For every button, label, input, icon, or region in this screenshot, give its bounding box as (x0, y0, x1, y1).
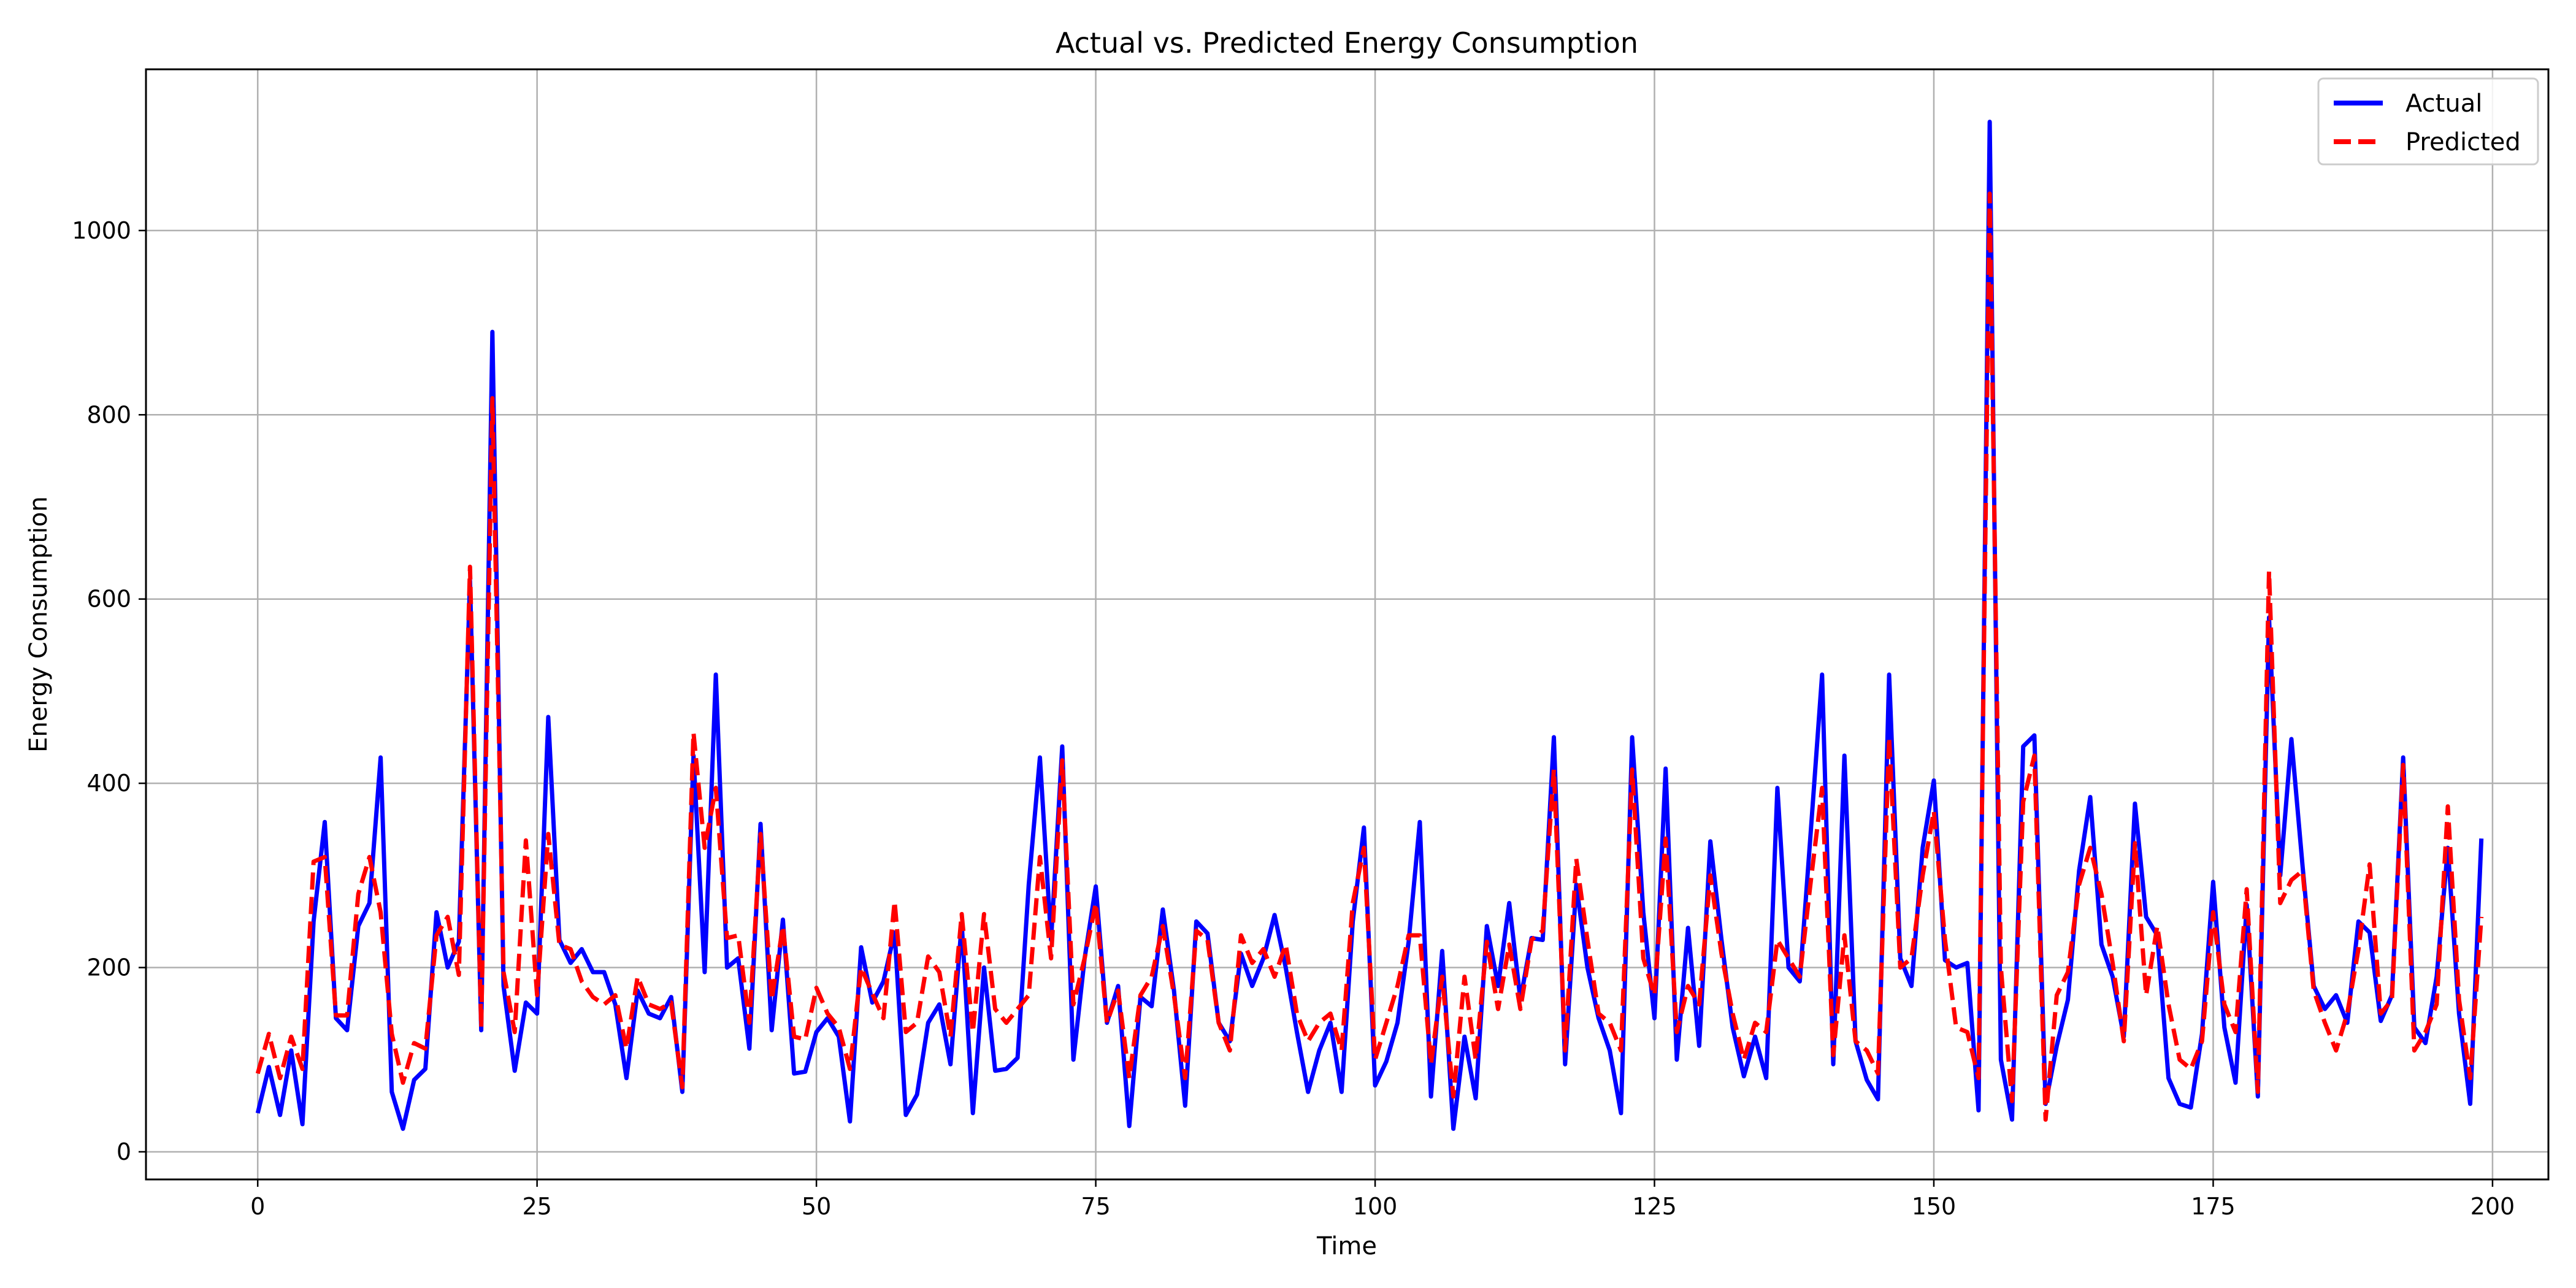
y-tick-label: 800 (86, 401, 131, 428)
x-tick-label: 75 (1081, 1193, 1110, 1220)
x-tick-label: 175 (2191, 1193, 2236, 1220)
x-tick-label: 100 (1353, 1193, 1398, 1220)
x-tick-label: 200 (2471, 1193, 2515, 1220)
chart-title: Actual vs. Predicted Energy Consumption (1056, 26, 1638, 59)
y-tick-label: 1000 (72, 217, 131, 244)
series-line-actual (255, 120, 2484, 1131)
x-axis-label: Time (1316, 1232, 1377, 1260)
legend-predicted-label: Predicted (2405, 128, 2521, 156)
y-axis-label: Energy Consumption (25, 496, 53, 753)
legend-actual-label: Actual (2405, 90, 2482, 118)
y-axis-ticks: 0 200 400 600 800 1000 (72, 217, 146, 1165)
y-tick-label: 200 (86, 954, 131, 981)
y-tick-label: 400 (86, 770, 131, 797)
y-tick-label: 600 (86, 586, 131, 613)
x-axis-ticks: 0 25 50 75 100 125 150 175 200 (250, 1179, 2515, 1220)
series-lines (255, 120, 2484, 1131)
x-tick-label: 25 (522, 1193, 551, 1220)
x-tick-label: 0 (250, 1193, 265, 1220)
x-tick-label: 125 (1632, 1193, 1677, 1220)
x-tick-label: 50 (802, 1193, 831, 1220)
y-tick-label: 0 (117, 1138, 131, 1165)
plot-frame (145, 68, 2550, 1181)
x-tick-label: 150 (1912, 1193, 1957, 1220)
legend: Actual Predicted (2317, 77, 2539, 166)
series-line-predicted (255, 191, 2484, 1122)
